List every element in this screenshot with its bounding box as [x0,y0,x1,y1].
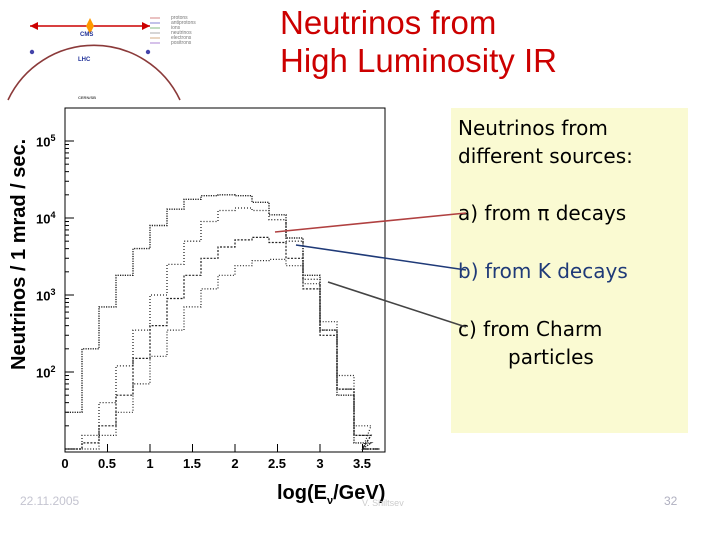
note-charm-line-2: particles [508,345,594,369]
y-tick-exponent: 2 [50,364,56,374]
inset-legend-item: positrons [171,40,192,46]
x-axis-label: log(Eν/GeV) [277,482,385,507]
lhc-label: LHC [78,57,91,63]
note-pion-decays: a) from π decays [458,201,627,225]
plot-border [64,107,386,453]
y-tick-base: 10 [36,134,51,150]
note-charm-line-1: c) from Charm [458,317,603,341]
x-tick-label: 0.5 [97,456,117,471]
y-tick-exponent: 5 [50,133,56,143]
footer-page-number: 32 [664,494,678,508]
y-tick-base: 10 [36,288,51,304]
y-tick-exponent: 4 [50,210,56,220]
y-tick-label: 103 [36,287,55,303]
y-axis-label: Neutrinos / 1 mrad / sec. [8,138,30,370]
notes-heading-line-2: different sources: [458,144,633,168]
x-tick-label: 3.5 [352,456,372,471]
interaction-point-marker [86,18,94,34]
x-axis-label-units: /GeV) [333,482,386,504]
x-tick-label: 1.5 [182,456,202,471]
inset-legend-item: protons [171,15,188,21]
x-tick-label: 1 [146,456,154,471]
arrow-head-left [30,22,38,30]
y-tick-exponent: 3 [50,287,56,297]
kaon-decay-spectrum-line [65,236,380,450]
x-axis-label-main: log(E [277,482,327,504]
arrow-pion [274,212,467,233]
arrow-head-right [142,22,150,30]
x-tick-label: 0 [61,456,69,471]
inset-legend-item: electrons [171,35,192,41]
inset-legend-item: neutrinos [171,30,192,36]
y-tick-label: 105 [36,133,55,149]
spectrum-series-group [65,194,380,450]
notes-heading-line-1: Neutrinos from [458,116,608,140]
cms-label: CMS [80,32,94,38]
inset-bottom-label: CERN/SB [78,95,97,100]
x-tick-label: 3 [316,456,324,471]
x-tick-label: 2 [231,456,239,471]
y-tick-base: 10 [36,211,51,227]
ring-station-dot [145,49,151,55]
title-line-1: Neutrinos from [280,4,497,41]
ring-station-dot [29,49,35,55]
inset-legend-item: ions [171,25,181,31]
footer-author-faint: V. Shiltsev [362,498,404,508]
y-tick-label: 102 [36,364,55,380]
plot-frame [64,107,386,453]
lhc-ring-arc [7,44,181,101]
x-tick-label: 2.5 [267,456,287,471]
footer-date: 22.11.2005 [20,494,80,508]
y-tick-label: 104 [36,210,55,226]
arrow-kaon [295,244,467,271]
x-axis-label-subscript: ν [327,495,334,507]
notes-box: Neutrinos from different sources: a) fro… [451,108,688,433]
arrow-charm [327,281,467,328]
total-spectrum-line [65,194,380,450]
note-kaon-decays: b) from K decays [458,259,628,283]
slide-title: Neutrinos from High Luminosity IR [280,4,557,80]
y-tick-base: 10 [36,365,51,381]
charm-decay-spectrum-line [65,258,380,450]
title-line-2: High Luminosity IR [280,42,557,79]
inset-legend-item: antiprotons [171,20,196,26]
pion-decay-spectrum-line [65,207,380,450]
lhc-inset-diagram [7,17,181,101]
